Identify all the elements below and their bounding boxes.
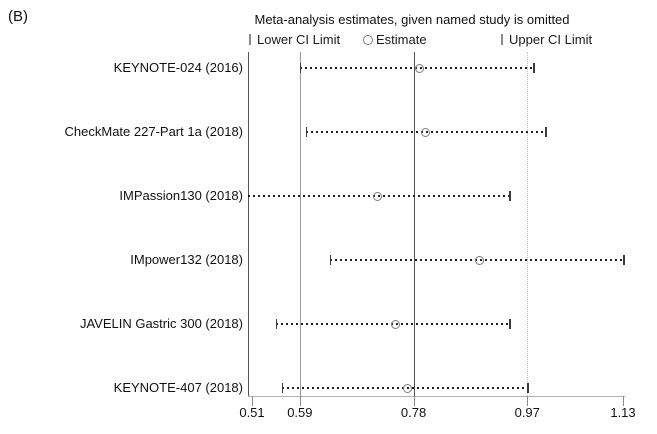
reference-line-upper-ci <box>527 52 529 396</box>
lower-ci-cap <box>329 255 332 265</box>
study-label: IMpower132 (2018) <box>130 252 243 267</box>
study-label: KEYNOTE-024 (2016) <box>113 60 243 75</box>
lower-ci-cap <box>281 383 284 393</box>
study-label: JAVELIN Gastric 300 (2018) <box>79 316 243 331</box>
upper-ci-cap <box>509 191 511 201</box>
lower-ci-cap <box>299 63 302 73</box>
x-axis-tick-label: 0.51 <box>239 405 265 420</box>
estimate-point <box>421 127 431 137</box>
estimate-point <box>415 63 425 73</box>
legend-label-estimate: Estimate <box>376 32 427 47</box>
study-label: IMPassion130 (2018) <box>119 188 243 203</box>
upper-ci-limit-marker-icon <box>501 34 503 45</box>
y-axis-line <box>248 52 249 396</box>
legend-item-upper-ci: Upper CI Limit <box>501 32 592 47</box>
x-axis-tick-label: 0.78 <box>400 405 427 420</box>
legend-item-lower-ci: Lower CI Limit <box>249 32 340 47</box>
x-axis-tick <box>252 396 253 406</box>
estimate-circle-marker-icon <box>363 34 373 45</box>
estimate-point <box>373 191 383 201</box>
panel-label: (B) <box>8 8 28 25</box>
x-axis-tick <box>299 396 301 406</box>
x-axis-tick <box>527 396 529 406</box>
estimate-point <box>391 319 401 329</box>
upper-ci-cap <box>545 127 547 137</box>
estimate-point <box>474 255 484 265</box>
legend-item-estimate: Estimate <box>363 32 427 47</box>
upper-ci-cap <box>527 383 529 393</box>
upper-ci-cap <box>533 63 535 73</box>
legend: Lower CI Limit Estimate Upper CI Limit <box>0 32 657 48</box>
upper-ci-cap <box>509 319 511 329</box>
x-axis-tick-label: 1.13 <box>610 405 636 420</box>
chart-title: Meta-analysis estimates, given named stu… <box>254 12 570 27</box>
study-label: KEYNOTE-407 (2018) <box>113 380 243 395</box>
lower-ci-limit-marker-icon <box>249 34 251 45</box>
lower-ci-cap <box>275 319 278 329</box>
x-axis-tick-label: 0.59 <box>287 405 313 420</box>
x-axis-line <box>248 396 625 397</box>
legend-label-lower-ci: Lower CI Limit <box>257 32 341 47</box>
legend-label-upper-ci: Upper CI Limit <box>509 32 593 47</box>
upper-ci-cap <box>623 255 625 265</box>
x-axis-tick-label: 0.97 <box>514 405 540 420</box>
study-label: CheckMate 227-Part 1a (2018) <box>64 124 243 139</box>
lower-ci-cap <box>305 127 308 137</box>
estimate-point <box>403 383 413 393</box>
reference-line-estimate <box>413 52 415 396</box>
reference-line-lower-ci <box>299 52 301 396</box>
x-axis-tick <box>413 396 415 406</box>
x-axis-tick <box>623 396 624 406</box>
